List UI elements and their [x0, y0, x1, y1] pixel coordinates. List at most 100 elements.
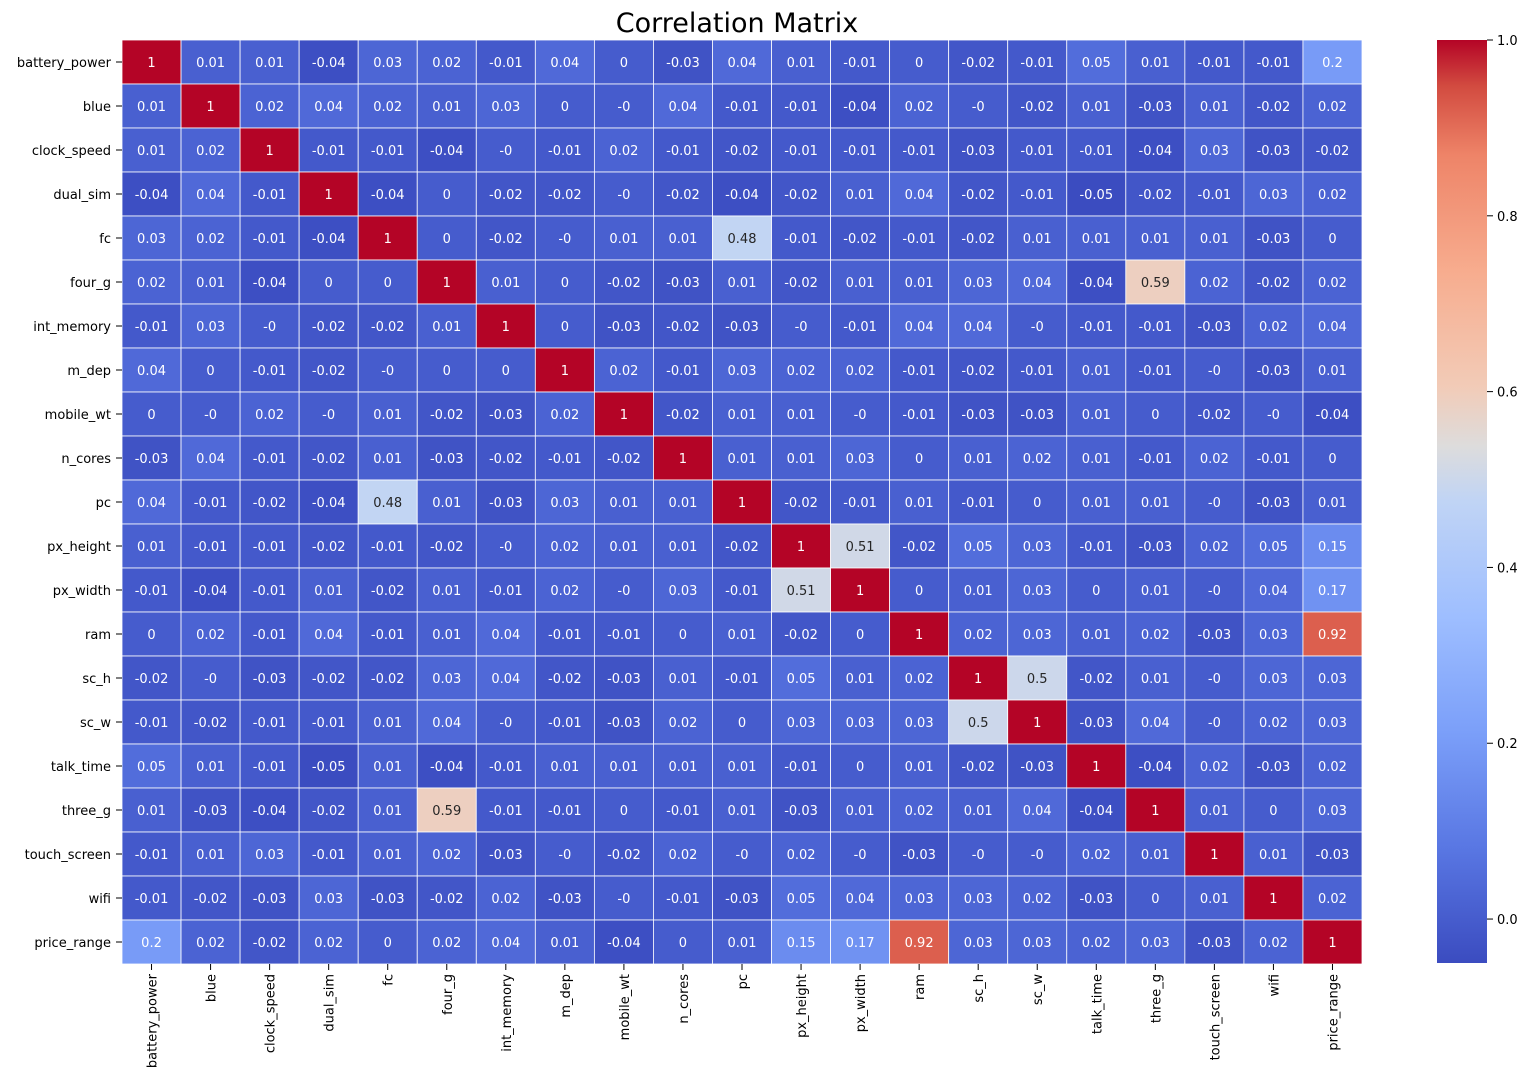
cell-value-label: -0.01 [1198, 188, 1232, 203]
cell-value-label: 0.03 [668, 584, 697, 599]
heatmap-cell [593, 479, 654, 525]
heatmap-cell [593, 655, 654, 701]
cell-value-label: 0.02 [1200, 760, 1229, 775]
heatmap-cell [1007, 523, 1068, 569]
cell-value-label: 1 [738, 496, 746, 511]
cell-value-label: 0.04 [1318, 320, 1347, 335]
cell-value-label: -0 [499, 144, 512, 159]
cell-value-label: -0 [322, 408, 335, 423]
heatmap-cell [416, 435, 477, 481]
cell-value-label: 0.01 [196, 56, 225, 71]
cell-value-label: -0.01 [135, 584, 169, 599]
heatmap-cell [298, 303, 359, 349]
cell-value-label: 0.02 [432, 936, 461, 951]
cell-value-label: -0 [972, 100, 985, 115]
cell-value-label: 0.03 [1023, 936, 1052, 951]
cell-value-label: -0.01 [371, 628, 405, 643]
x-tick-label: m_dep [559, 974, 574, 1018]
heatmap-cell [593, 523, 654, 569]
heatmap-cell [948, 83, 1009, 129]
cell-value-label: -0 [1208, 496, 1221, 511]
cell-value-label: 0.01 [668, 496, 697, 511]
y-tick-label: pc [96, 496, 111, 511]
cell-value-label: -0.03 [489, 408, 523, 423]
cell-value-label: 0.01 [1318, 496, 1347, 511]
cell-value-label: -0.01 [548, 628, 582, 643]
cell-value-label: 0.02 [1318, 892, 1347, 907]
cell-value-label: 0.59 [1141, 276, 1170, 291]
heatmap-cell [948, 435, 1009, 481]
cell-value-label: 0.01 [137, 144, 166, 159]
cell-value-label: 0.01 [1141, 848, 1170, 863]
cell-value-label: -0.02 [666, 188, 700, 203]
cell-value-label: 0.01 [787, 408, 816, 423]
cell-value-label: -0.02 [371, 584, 405, 599]
colorbar-tick-label: 1.0 [1497, 34, 1518, 49]
cell-value-label: 0.01 [196, 276, 225, 291]
heatmap-cell [298, 83, 359, 129]
heatmap-cell [1007, 171, 1068, 217]
cell-value-label: -0.03 [253, 892, 287, 907]
cell-value-label: 0.01 [609, 232, 638, 247]
heatmap-cell [416, 83, 477, 129]
cell-value-label: 0.02 [1318, 760, 1347, 775]
heatmap-cell [948, 259, 1009, 305]
heatmap-cell [357, 567, 418, 613]
cell-value-label: 0 [325, 276, 333, 291]
colorbar-tick-label: 0.6 [1497, 386, 1518, 401]
cell-value-label: -0.01 [1139, 320, 1173, 335]
heatmap-cell [653, 83, 713, 129]
heatmap-cell [1184, 699, 1245, 745]
heatmap-cell [239, 699, 300, 745]
cell-value-label: -0.02 [430, 408, 464, 423]
cell-value-label: 1 [147, 56, 155, 71]
heatmap-cell [475, 127, 536, 173]
cell-value-label: -0.03 [1198, 320, 1232, 335]
cell-value-label: -0 [558, 848, 571, 863]
heatmap-cell [830, 479, 891, 525]
heatmap-cell [712, 127, 772, 173]
heatmap-cell [534, 391, 595, 437]
cell-value-label: 0.01 [1200, 100, 1229, 115]
cell-value-label: 0.01 [728, 408, 757, 423]
cell-value-label: 0.01 [1082, 628, 1111, 643]
cell-value-label: -0.01 [253, 628, 287, 643]
cell-value-label: 0.04 [1259, 584, 1288, 599]
heatmap-cell [1302, 699, 1363, 745]
heatmap-cell [416, 127, 477, 173]
heatmap-cell [712, 743, 772, 789]
heatmap-cell [475, 611, 536, 657]
heatmap-cell [1302, 567, 1363, 613]
cell-value-label: -0.01 [253, 232, 287, 247]
cell-value-label: 0.01 [668, 672, 697, 687]
cell-value-label: -0.02 [312, 452, 346, 467]
cell-value-label: 0.01 [1082, 364, 1111, 379]
heatmap-cell [1125, 919, 1186, 965]
heatmap-cell [298, 347, 359, 393]
cell-value-label: 0.59 [432, 804, 461, 819]
heatmap-cell [1184, 523, 1245, 569]
heatmap-cell [239, 875, 300, 921]
cell-value-label: 0.01 [373, 804, 402, 819]
heatmap-cell [357, 127, 418, 173]
heatmap-cell [239, 523, 300, 569]
cell-value-label: 0.03 [432, 672, 461, 687]
heatmap-cell [1125, 787, 1186, 833]
cell-value-label: -0.03 [784, 804, 818, 819]
cell-value-label: 0.01 [1200, 892, 1229, 907]
x-tick-label: price_range [1326, 974, 1341, 1051]
cell-value-label: 0 [679, 936, 687, 951]
cell-value-label: 0.01 [373, 452, 402, 467]
heatmap-cell [1243, 831, 1304, 877]
cell-value-label: 0.02 [609, 364, 638, 379]
cell-value-label: 0.01 [668, 540, 697, 555]
heatmap-cell [1066, 303, 1127, 349]
cell-value-label: 0.02 [255, 408, 284, 423]
heatmap-cell [475, 567, 536, 613]
cell-value-label: -0 [263, 320, 276, 335]
cell-value-label: -0.01 [902, 232, 936, 247]
heatmap-cell [180, 347, 241, 393]
heatmap-cell [593, 171, 654, 217]
cell-value-label: 1 [384, 232, 392, 247]
